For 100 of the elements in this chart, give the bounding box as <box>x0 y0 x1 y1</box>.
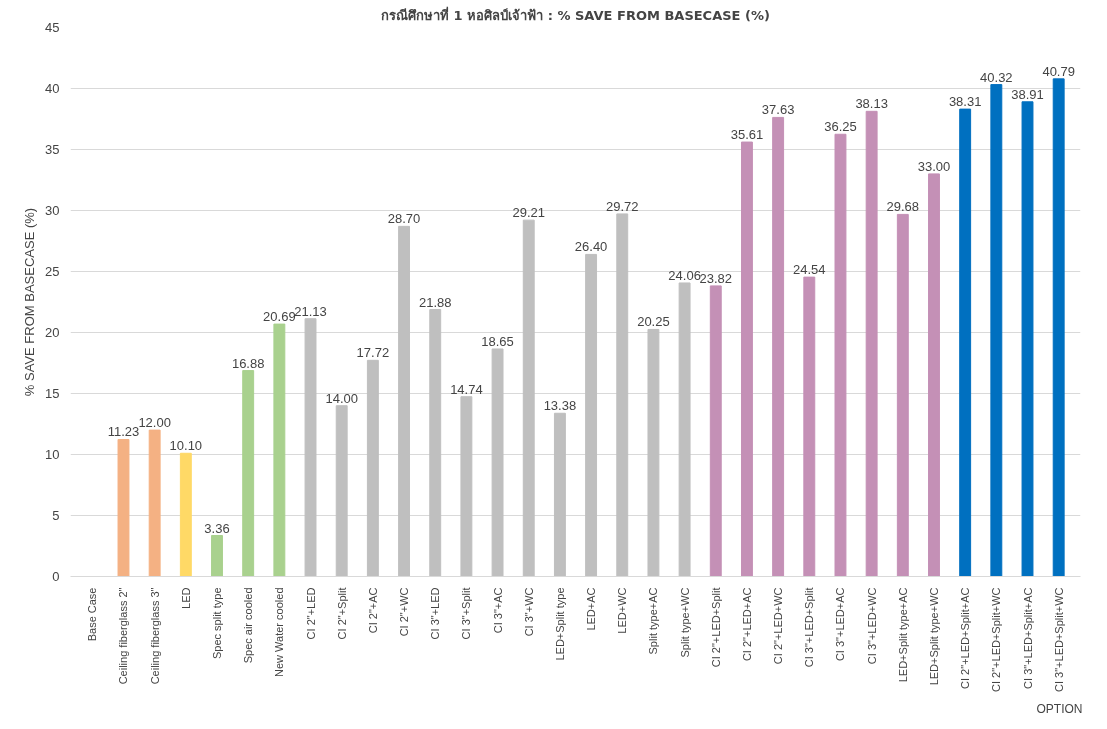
x-tick-label: New Water cooled <box>273 587 286 677</box>
x-tick-label: CI 2"+LED+Split <box>709 587 722 668</box>
bar <box>585 253 598 577</box>
data-label: 37.63 <box>761 102 795 118</box>
bar <box>522 219 535 577</box>
data-label: 17.72 <box>356 345 390 361</box>
data-label: 3.36 <box>204 520 230 536</box>
bar <box>990 84 1003 577</box>
data-label: 29.21 <box>512 205 546 221</box>
bar <box>366 359 379 577</box>
x-tick-label: CI 2"+LED <box>304 587 317 640</box>
bar <box>647 328 660 577</box>
data-label: 24.54 <box>793 262 826 278</box>
x-tick-label: CI 2"+Split <box>335 587 348 640</box>
data-label: 11.23 <box>107 424 140 440</box>
bar <box>865 110 878 577</box>
data-label: 16.88 <box>231 355 265 371</box>
bar <box>117 438 130 577</box>
data-label: 24.06 <box>668 267 701 283</box>
x-tick-label: CI 3"+LED+Split+WC <box>1052 587 1065 692</box>
y-tick-label: 20 <box>45 325 60 340</box>
x-tick-label: CI 2"+LED+WC <box>772 587 785 665</box>
bar <box>553 412 566 577</box>
bar <box>211 535 223 577</box>
bar <box>772 116 785 577</box>
data-label: 21.88 <box>418 294 452 310</box>
y-tick-label: 45 <box>45 20 60 35</box>
bar <box>179 452 192 577</box>
data-label: 36.25 <box>824 119 857 135</box>
x-tick-label: CI 2"+LED+Split+WC <box>990 587 1003 692</box>
data-label: 10.10 <box>169 438 203 454</box>
bar <box>678 282 691 577</box>
bar <box>803 276 816 577</box>
data-label: 21.13 <box>294 303 327 319</box>
data-label: 23.82 <box>699 270 733 286</box>
data-label: 14.74 <box>450 381 483 397</box>
x-tick-label: CI 3"+LED+Split+AC <box>1021 587 1034 689</box>
data-label: 29.72 <box>605 198 639 214</box>
x-tick-label: Base Case <box>86 587 99 642</box>
y-tick-label: 15 <box>45 386 60 401</box>
data-label: 35.61 <box>730 127 764 143</box>
x-tick-label: CI 2"+LED+Split+AC <box>959 587 972 689</box>
x-tick-label: CI 2"+WC <box>398 587 411 637</box>
bar <box>398 225 410 577</box>
bar <box>429 309 442 577</box>
y-tick-label: 35 <box>45 142 60 157</box>
bar <box>491 348 504 577</box>
data-label: 20.25 <box>637 314 670 330</box>
bar <box>896 213 909 577</box>
x-tick-label: CI 2"+AC <box>366 587 379 634</box>
data-label: 40.32 <box>980 69 1013 85</box>
data-label: 12.00 <box>138 415 171 431</box>
x-tick-label: LED+WC <box>616 587 629 634</box>
data-label: 28.70 <box>387 211 421 227</box>
data-label: 38.91 <box>1011 86 1044 102</box>
data-label: 33.00 <box>917 158 951 174</box>
y-axis-title: % SAVE FROM BASECASE (%) <box>22 207 38 397</box>
data-label: 29.68 <box>886 199 920 215</box>
x-tick-label: Ceiling fiberglass 2" <box>117 587 130 685</box>
x-tick-label: Ceiling fiberglass 3" <box>148 587 161 685</box>
x-tick-label: CI 3"+LED+AC <box>834 587 847 662</box>
x-tick-label: CI 3"+Split <box>460 587 473 640</box>
x-tick-label: Split type+AC <box>647 587 660 655</box>
y-tick-label: 10 <box>45 447 60 462</box>
x-tick-label: CI 3"+LED+WC <box>865 587 878 665</box>
data-label: 38.31 <box>948 94 982 110</box>
x-tick-label: CI 3"+LED+Split <box>803 587 816 668</box>
bar <box>460 396 473 577</box>
text: OPTION <box>1036 701 1083 716</box>
data-label: 18.65 <box>481 333 514 349</box>
bar <box>148 429 161 577</box>
x-tick-label: CI 3"+LED <box>429 587 442 640</box>
data-label: 40.79 <box>1042 63 1075 79</box>
bar <box>741 141 753 577</box>
bar <box>1052 78 1065 577</box>
bar <box>242 370 255 577</box>
data-label: 26.40 <box>574 239 608 255</box>
bar <box>273 323 286 577</box>
data-label: 14.00 <box>325 390 358 406</box>
y-tick-label: 0 <box>52 569 60 584</box>
data-label: 13.38 <box>543 398 577 414</box>
x-tick-label: LED+Split type <box>553 587 566 661</box>
bar <box>1021 101 1034 577</box>
y-tick-label: 25 <box>45 264 60 279</box>
data-label: 38.13 <box>855 96 888 112</box>
bar <box>928 173 940 577</box>
bar <box>834 133 847 577</box>
bar <box>335 405 348 577</box>
bar <box>959 108 972 577</box>
x-tick-label: Spec split type <box>211 587 224 660</box>
y-tick-label: 40 <box>45 81 60 96</box>
x-tick-label: Split type+WC <box>678 587 691 658</box>
x-tick-label: CI 2"+LED+AC <box>740 587 753 662</box>
x-tick-label: Spec air cooled <box>242 587 255 664</box>
bar <box>616 213 629 577</box>
x-tick-label: CI 3"+AC <box>491 587 504 634</box>
bar <box>709 285 722 577</box>
x-tick-label: LED+Split type+AC <box>896 587 909 683</box>
data-label: 20.69 <box>263 309 296 325</box>
chart-title: กรณีศึกษาที่ 1 หอศิลป์เจ้าฟ้า : % SAVE FROM BASECASE (%) <box>381 5 770 23</box>
